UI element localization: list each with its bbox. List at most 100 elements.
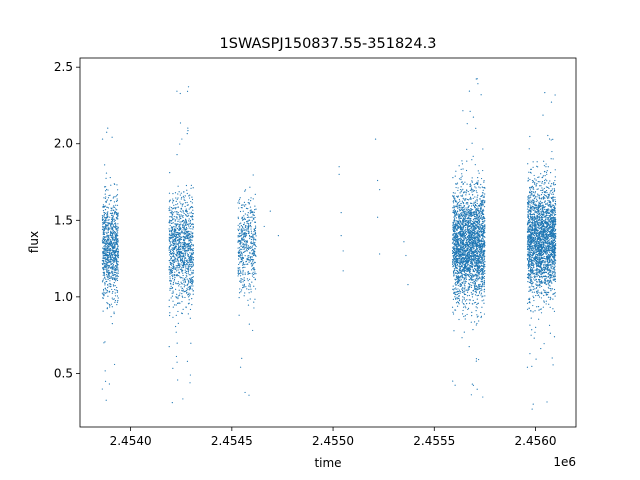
data-point (117, 272, 119, 274)
data-point (466, 266, 468, 268)
data-point (169, 242, 171, 244)
data-point (461, 299, 464, 301)
data-point (242, 245, 244, 248)
data-point (456, 265, 458, 267)
data-point (477, 236, 479, 238)
data-point (174, 268, 177, 270)
data-point (482, 192, 484, 194)
data-point (180, 223, 182, 225)
data-point (482, 186, 484, 189)
data-point (111, 306, 113, 308)
data-point (176, 270, 178, 272)
data-point (254, 288, 257, 290)
data-point (456, 247, 458, 249)
data-point (468, 270, 470, 272)
data-point (462, 273, 464, 275)
data-point (456, 206, 458, 208)
data-point (114, 210, 116, 212)
data-point (101, 262, 103, 265)
data-point (172, 267, 175, 269)
data-point (465, 224, 467, 226)
data-point (463, 236, 465, 238)
data-point (473, 284, 475, 286)
data-point (172, 266, 174, 268)
data-point (480, 94, 482, 96)
data-point (171, 402, 173, 404)
data-point (115, 248, 118, 251)
data-point (110, 245, 112, 247)
data-point (192, 293, 194, 295)
data-point (244, 255, 246, 257)
data-point (248, 234, 251, 237)
data-point (176, 265, 178, 267)
data-point (471, 314, 473, 317)
data-point (458, 208, 460, 211)
data-point (479, 242, 481, 245)
data-point (239, 253, 241, 255)
data-point (102, 236, 105, 238)
data-point (104, 238, 106, 241)
data-point (188, 230, 190, 232)
data-point (180, 263, 182, 265)
data-point (471, 276, 473, 278)
data-point (452, 285, 454, 287)
data-point (479, 260, 481, 263)
data-point (111, 259, 113, 261)
data-point (456, 225, 458, 227)
data-point (242, 274, 244, 276)
data-point (182, 272, 184, 274)
data-point (481, 284, 484, 286)
data-point (108, 275, 111, 277)
data-point (172, 237, 174, 239)
data-point (111, 222, 113, 224)
data-point (471, 275, 473, 277)
data-point (476, 214, 478, 217)
data-point (237, 269, 239, 271)
data-point (174, 237, 176, 240)
data-point (169, 219, 171, 221)
data-point (105, 246, 107, 248)
data-point (454, 214, 456, 216)
data-point (243, 238, 245, 240)
data-point (248, 278, 251, 280)
data-point (458, 215, 460, 217)
data-point (179, 227, 182, 229)
data-point (110, 262, 112, 264)
data-point (184, 221, 186, 223)
data-point (472, 264, 474, 266)
data-point (481, 211, 483, 213)
data-point (177, 236, 179, 238)
data-point (188, 195, 190, 197)
data-point (465, 208, 467, 211)
data-point (247, 229, 249, 231)
data-point (456, 229, 458, 232)
data-point (186, 360, 189, 362)
data-point (248, 202, 250, 204)
data-point (191, 271, 193, 273)
data-point (479, 220, 481, 222)
data-point (469, 260, 471, 263)
data-point (104, 253, 106, 256)
data-point (169, 206, 171, 208)
data-point (183, 291, 185, 293)
data-point (458, 257, 460, 259)
data-point (242, 223, 245, 226)
data-point (471, 191, 473, 193)
data-point (464, 273, 467, 275)
data-point (190, 285, 192, 287)
data-point (108, 283, 110, 285)
data-point (180, 192, 182, 194)
data-point (473, 225, 475, 228)
data-point (471, 383, 473, 385)
data-point (481, 268, 484, 270)
data-point (172, 232, 174, 235)
data-point (187, 286, 189, 288)
data-point (465, 280, 467, 283)
data-point (106, 225, 108, 227)
data-point (477, 267, 479, 269)
data-point (250, 291, 252, 293)
data-point (185, 271, 187, 273)
data-point (465, 237, 467, 239)
data-point (452, 259, 454, 261)
data-point (169, 246, 171, 248)
